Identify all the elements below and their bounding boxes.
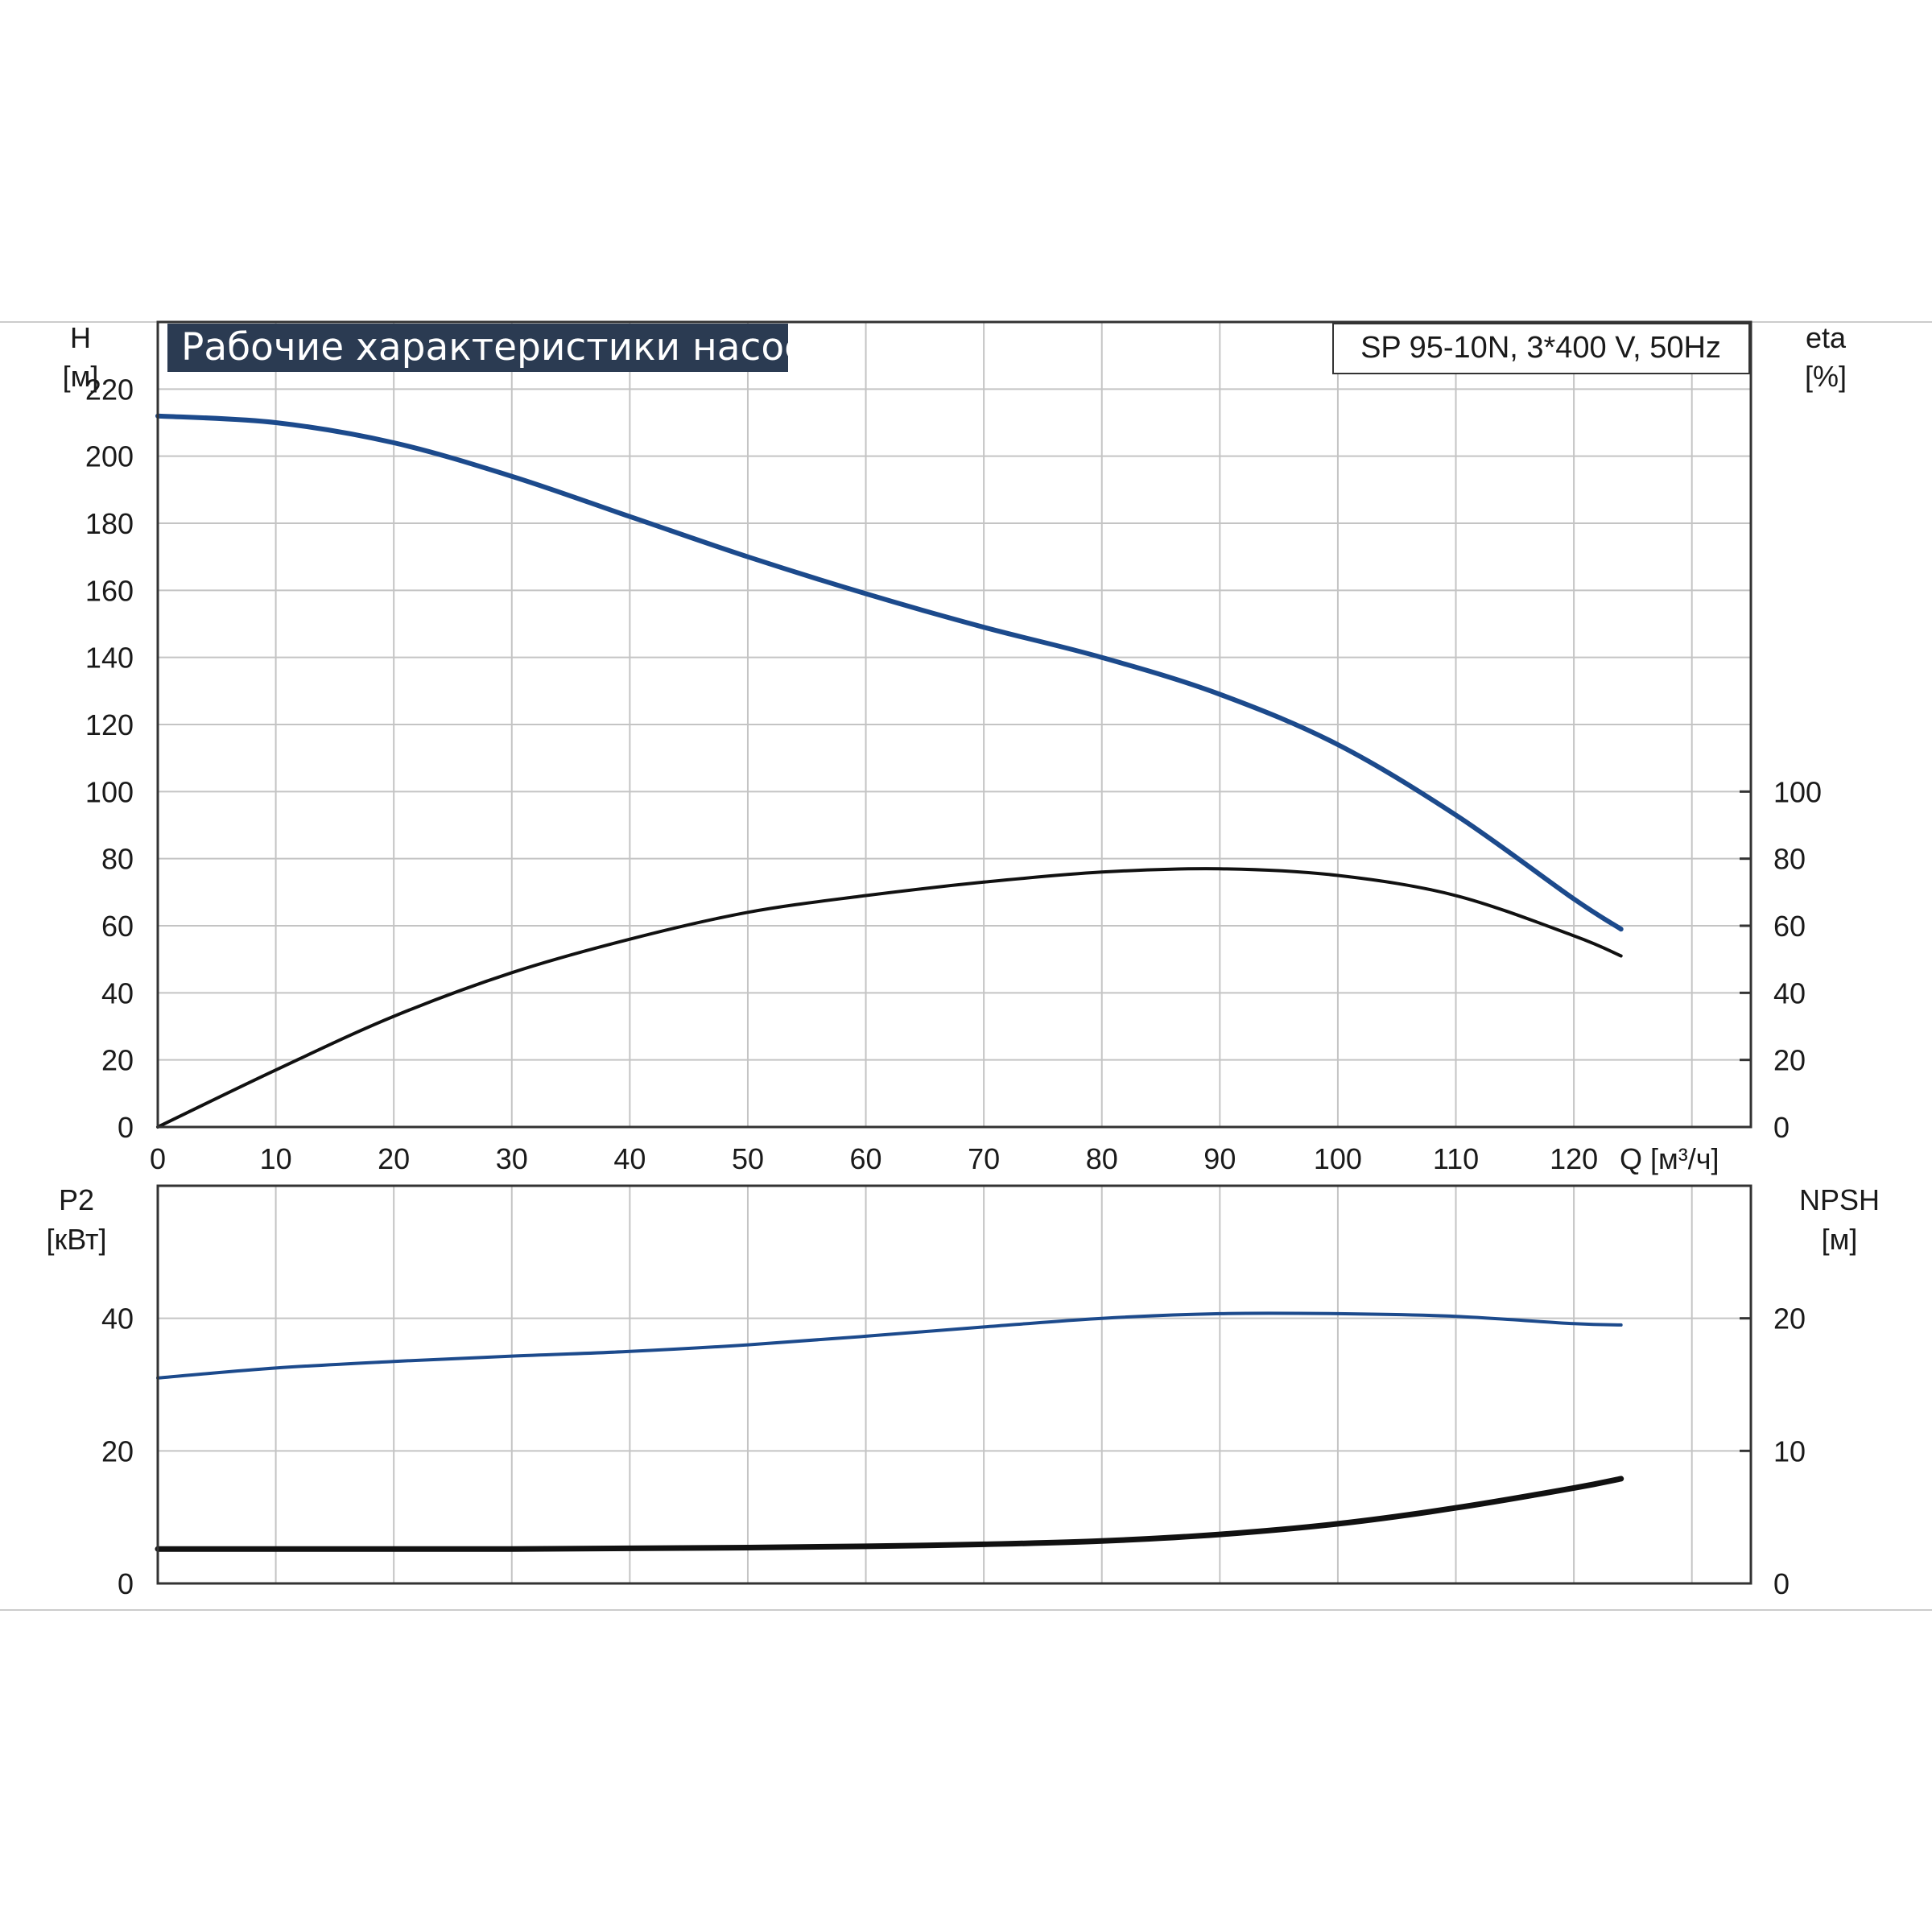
npsh-curve (155, 1476, 1624, 1552)
eta-tick-label: 40 (1773, 976, 1806, 1009)
x-tick-label: 10 (260, 1142, 292, 1175)
h-tick-label: 60 (101, 910, 134, 943)
h-tick-label: 100 (85, 775, 134, 808)
h-axis-unit: [м] (63, 360, 99, 393)
x-tick-label: 100 (1314, 1142, 1362, 1175)
h-tick-label: 140 (85, 642, 134, 675)
h-tick-label: 20 (101, 1044, 134, 1077)
chart-title-box (167, 324, 788, 372)
x-tick-label: 60 (850, 1142, 882, 1175)
npsh-tick-label: 0 (1773, 1567, 1790, 1600)
chart-title: Рабочие характеристики насоса (181, 325, 828, 369)
npsh-tick-label: 10 (1773, 1435, 1806, 1468)
x-tick-label: 80 (1086, 1142, 1118, 1175)
eta-tick-label: 0 (1773, 1111, 1790, 1144)
eta-tick-label: 60 (1773, 910, 1806, 943)
bottom-series-group (155, 1311, 1624, 1552)
head-curve (155, 413, 1624, 932)
x-tick-label: 120 (1550, 1142, 1598, 1175)
x-tick-label: 40 (613, 1142, 646, 1175)
p2-tick-label: 20 (101, 1435, 134, 1468)
bottom-right-ticks: 0 10 20 (1740, 1302, 1806, 1600)
model-label-box (1332, 323, 1750, 374)
x-tick-label: 110 (1433, 1142, 1479, 1175)
x-tick-label: 20 (378, 1142, 410, 1175)
h-tick-label: 0 (118, 1111, 134, 1144)
eta-tick-label: 100 (1773, 775, 1822, 808)
top-right-ticks: 0 20 40 60 80 100 (1740, 775, 1822, 1144)
top-series-group (155, 413, 1624, 1129)
x-tick-label: 30 (496, 1142, 528, 1175)
eta-tick-label: 20 (1773, 1044, 1806, 1077)
h-tick-label: 160 (85, 574, 134, 607)
x-tick-label: 90 (1203, 1142, 1236, 1175)
p2-tick-label: 0 (118, 1567, 134, 1600)
npsh-tick-label: 20 (1773, 1302, 1806, 1335)
h-tick-label: 40 (101, 976, 134, 1009)
npsh-axis-symbol: NPSH (1799, 1183, 1880, 1216)
p2-axis-symbol: P2 (59, 1183, 94, 1216)
p2-tick-label: 40 (101, 1302, 134, 1335)
power-curve (156, 1311, 1623, 1380)
bottom-grid (157, 1185, 1751, 1584)
h-tick-label: 200 (85, 440, 134, 473)
npsh-axis-unit: [м] (1822, 1223, 1858, 1256)
x-tick-label: 0 (150, 1142, 166, 1175)
x-ticks: 0 10 20 30 40 50 60 70 80 90 100 110 120 (150, 1142, 1598, 1175)
efficiency-curve (156, 867, 1623, 1129)
model-label: SP 95-10N, 3*400 V, 50Hz (1360, 331, 1721, 365)
eta-axis-symbol: eta (1806, 321, 1847, 354)
bottom-plot-frame (156, 1184, 1752, 1585)
bottom-left-ticks: 0 20 40 (101, 1302, 134, 1600)
x-tick-label: 50 (732, 1142, 764, 1175)
eta-axis-unit: [%] (1805, 360, 1847, 393)
h-tick-label: 80 (101, 843, 134, 876)
h-axis-symbol: H (70, 321, 91, 354)
x-tick-label: 70 (968, 1142, 1000, 1175)
eta-tick-label: 80 (1773, 843, 1806, 876)
h-tick-label: 220 (85, 373, 134, 406)
h-tick-label: 180 (85, 507, 134, 540)
x-axis-label: Q [м³/ч] (1620, 1142, 1719, 1175)
top-plot-frame (156, 320, 1752, 1129)
top-left-ticks: 0 20 40 60 80 100 120 140 160 180 200 220 (85, 373, 134, 1144)
p2-axis-unit: [кВт] (46, 1223, 106, 1256)
h-tick-label: 120 (85, 708, 134, 741)
